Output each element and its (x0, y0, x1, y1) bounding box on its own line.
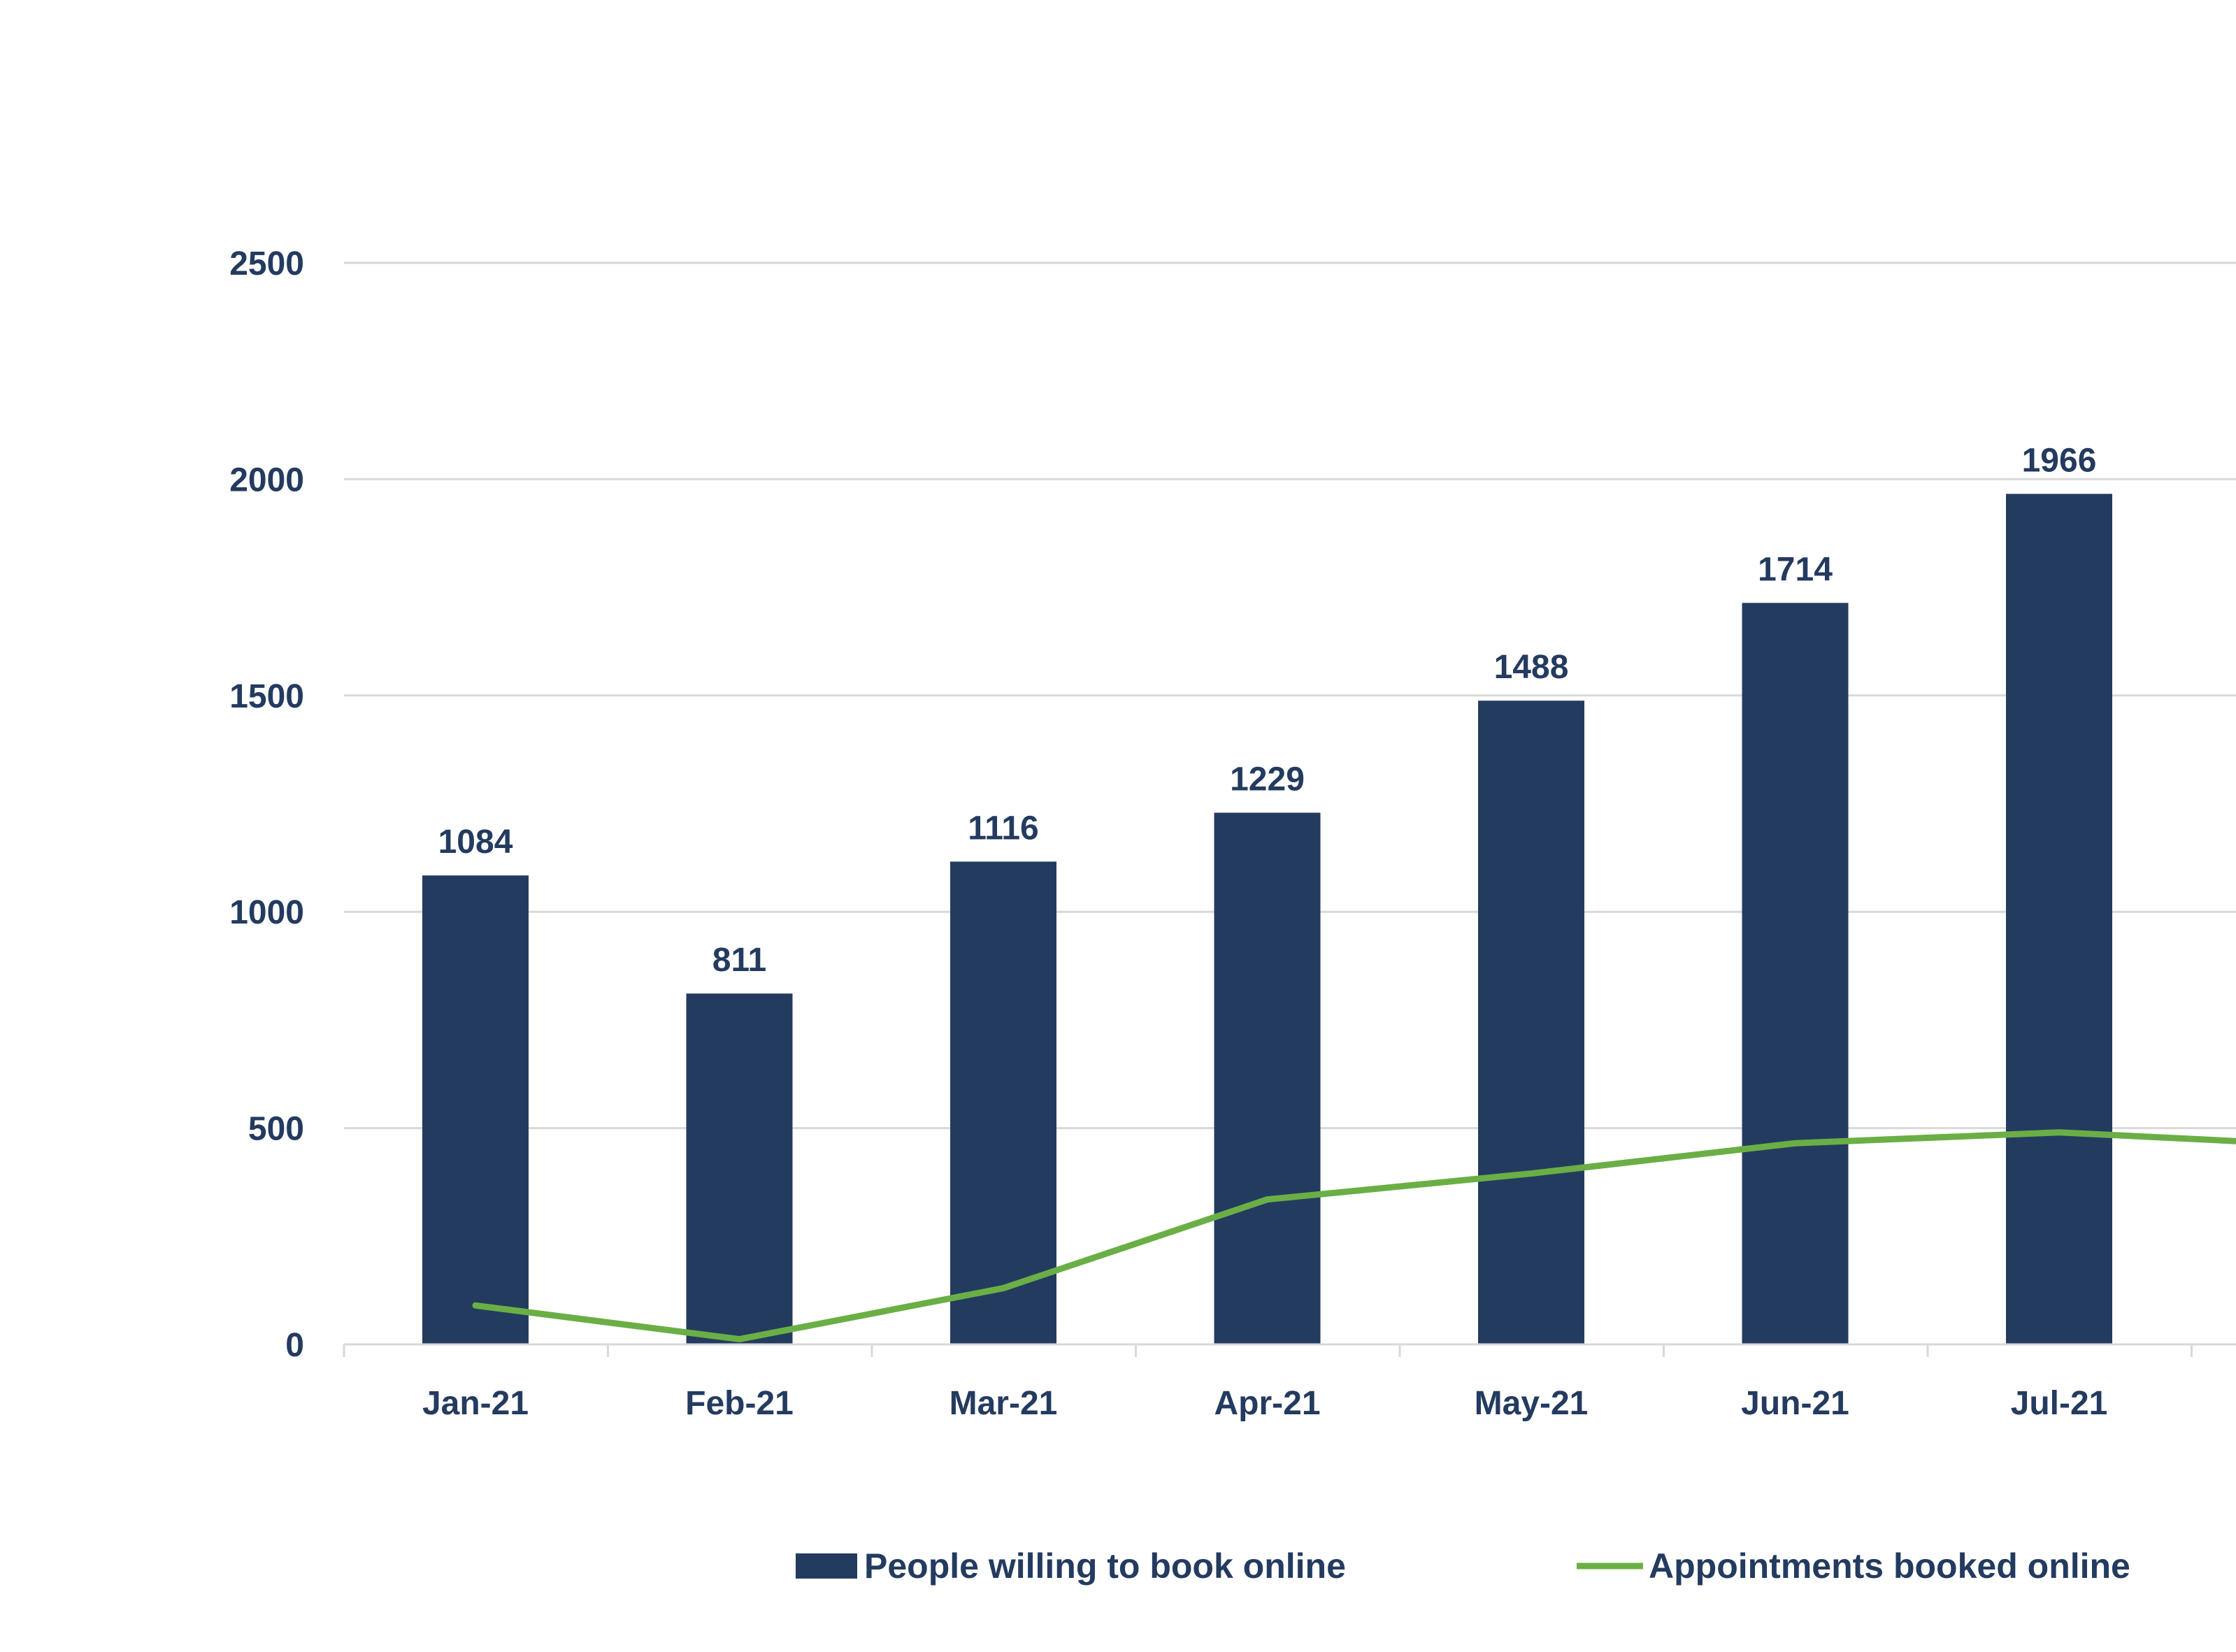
y-tick-label: 2500 (229, 245, 304, 282)
gridlines (344, 261, 2236, 1130)
bar (422, 875, 529, 1344)
bar-series (422, 494, 2112, 1345)
y-tick-label: 2000 (229, 461, 304, 498)
line-point (1531, 1172, 1532, 1175)
bar (1742, 603, 1849, 1345)
x-tick-label: Feb-21 (685, 1385, 794, 1422)
line-point (475, 1305, 476, 1307)
x-axis-tick-labels: Jan-21 Feb-21 Mar-21 Apr-21 May-21 Jun-21 Jul-… (422, 1385, 2107, 1422)
y-tick-label: 0 (285, 1327, 304, 1364)
line-point (1266, 1198, 1268, 1200)
line-point (1794, 1142, 1796, 1144)
line-series (472, 1129, 2236, 1343)
y-axis-tick-labels: 0 500 1000 1500 2000 2500 (229, 245, 304, 1364)
x-tick-label: Mar-21 (949, 1385, 1058, 1422)
y-tick-label: 1000 (229, 894, 304, 931)
bar (950, 861, 1056, 1344)
line-point (738, 1338, 740, 1340)
x-tick-label: Jul-21 (2011, 1385, 2108, 1422)
bar-data-label: 1084 (438, 824, 513, 861)
line-point (2058, 1131, 2060, 1133)
bar-data-label: 1488 (1494, 649, 1569, 686)
x-tick-label: May-21 (1475, 1385, 1589, 1422)
bar-data-label: 1116 (968, 810, 1038, 847)
bar-data-label: 1229 (1230, 761, 1305, 798)
line-path (472, 1129, 2236, 1343)
legend-label-bars: People willing to book online (864, 1546, 1346, 1586)
bar-data-label: 811 (712, 942, 766, 979)
bar-data-labels: 1084 811 1116 1229 1488 1714 1966 (438, 442, 2097, 979)
bar (1478, 701, 1584, 1344)
bar (1214, 812, 1321, 1344)
y-tick-label: 500 (248, 1111, 304, 1148)
bar-data-label: 1966 (2022, 442, 2097, 479)
line-point (1003, 1287, 1004, 1289)
x-tick-label: Apr-21 (1214, 1385, 1320, 1422)
legend: People willing to book online Appointmen… (796, 1546, 2130, 1586)
bar-data-label: 1714 (1758, 551, 1833, 588)
x-tick-label: Jun-21 (1741, 1385, 1849, 1422)
bar (686, 993, 793, 1344)
x-axis (343, 1343, 2236, 1357)
legend-label-line: Appointments booked online (1649, 1546, 2130, 1586)
y-tick-label: 1500 (229, 678, 304, 715)
bar (2006, 494, 2112, 1344)
legend-swatch-bars (796, 1553, 857, 1579)
x-tick-label: Jan-21 (422, 1385, 529, 1422)
